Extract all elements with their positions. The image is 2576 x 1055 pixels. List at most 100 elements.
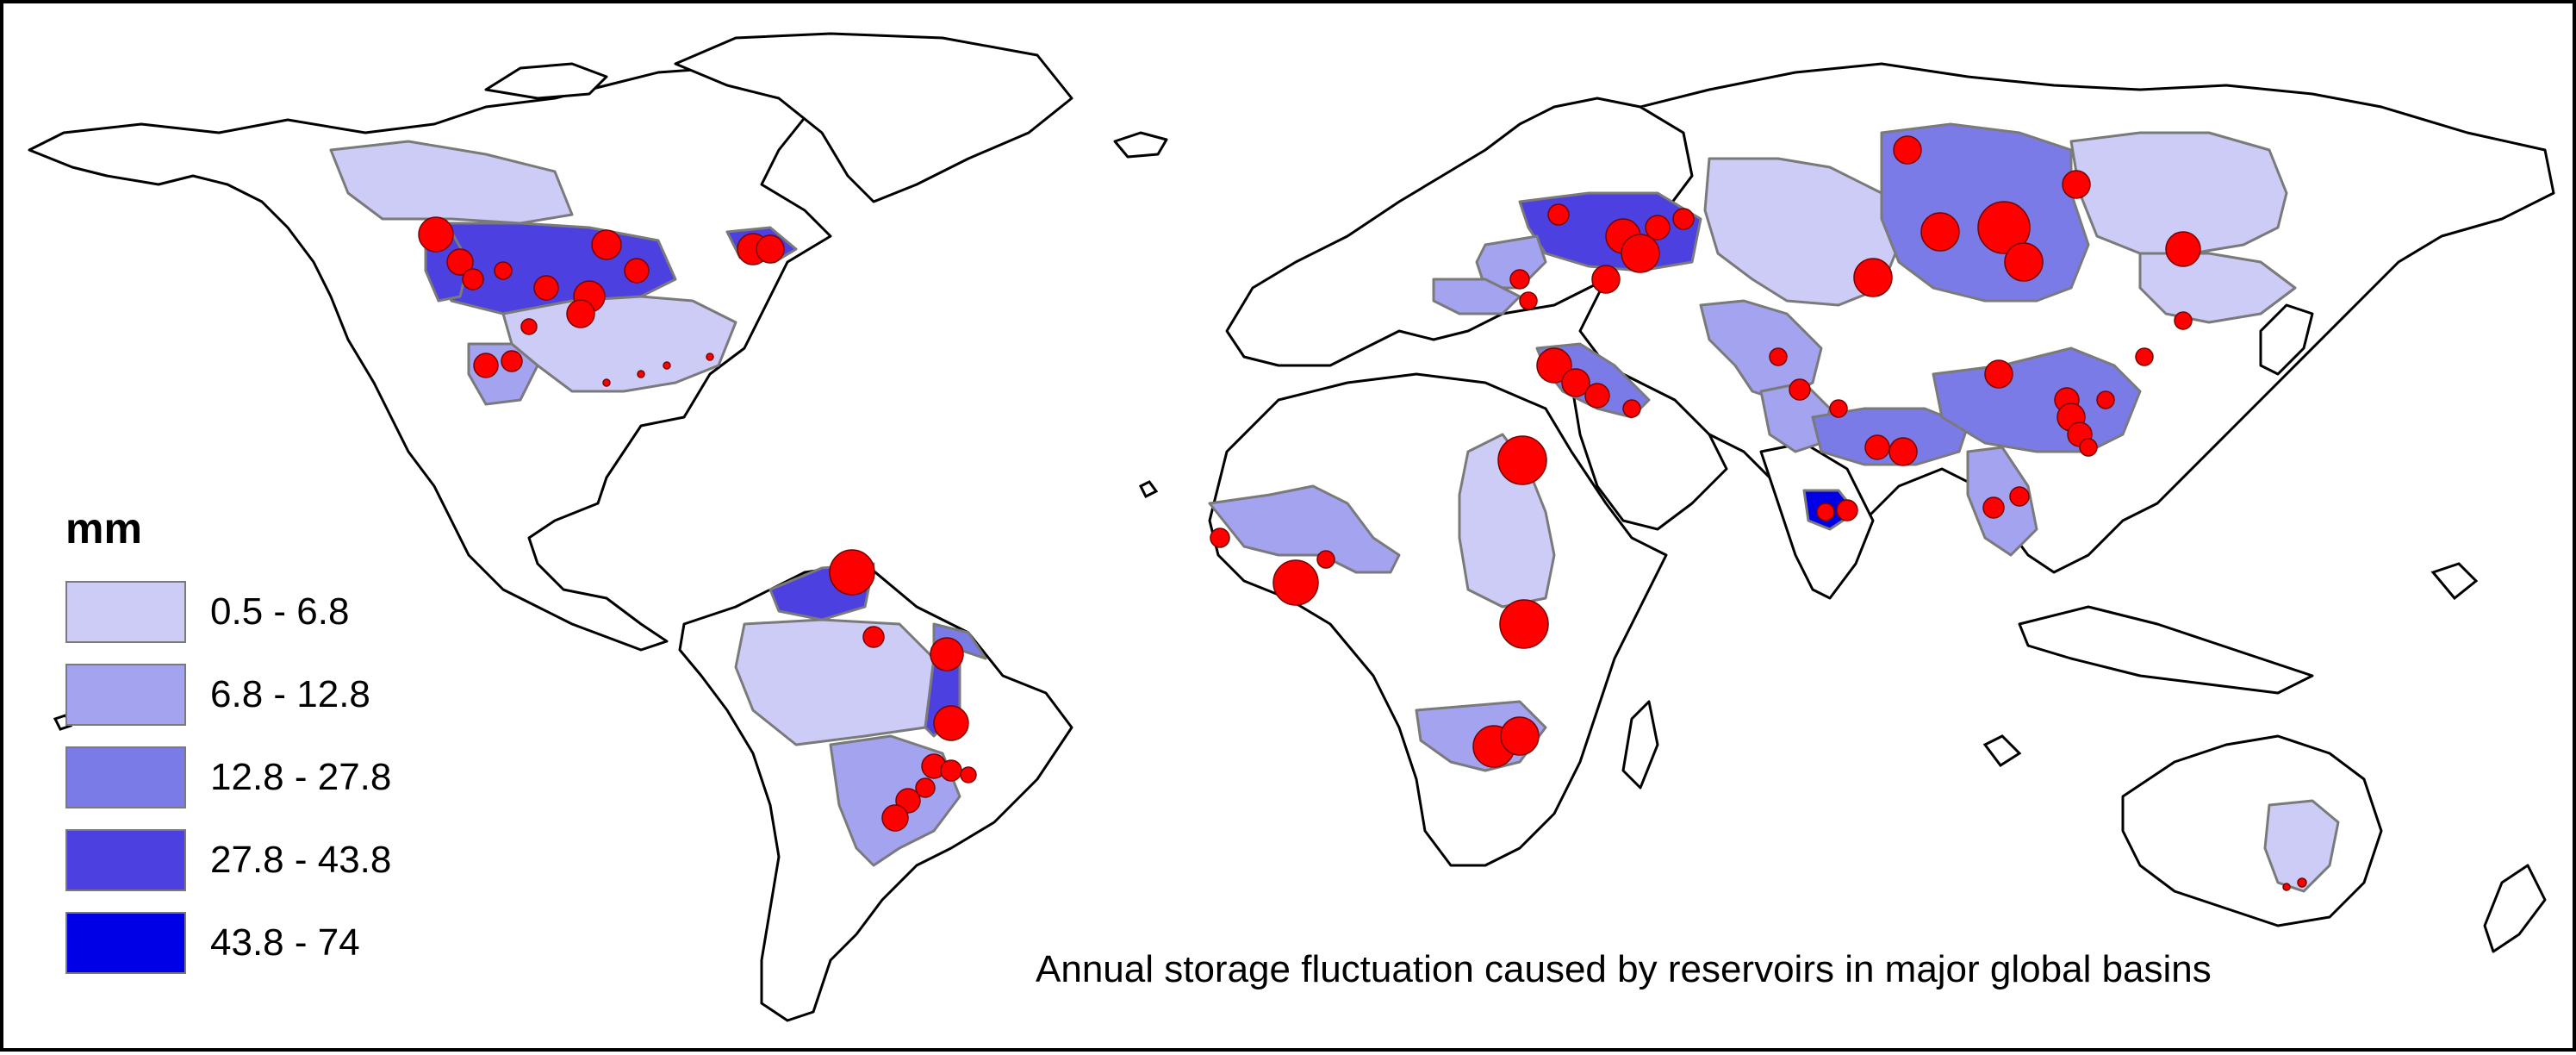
reservoir-marker <box>1829 399 1848 418</box>
reservoirs-layer <box>418 135 2307 891</box>
reservoir-marker <box>1497 435 1547 485</box>
reservoir-marker <box>1500 716 1540 756</box>
legend-label: 0.5 - 6.8 <box>210 590 350 633</box>
reservoir-marker <box>933 705 969 741</box>
reservoir-marker <box>2079 438 2098 457</box>
world-map <box>28 32 2555 1022</box>
reservoir-marker <box>1519 291 1538 310</box>
reservoir-marker <box>446 248 474 276</box>
legend-title: mm <box>65 504 142 552</box>
basin-mackenzie <box>329 140 574 225</box>
reservoir-marker <box>1864 434 1890 460</box>
reservoir-marker <box>1789 378 1811 401</box>
reservoir-marker <box>829 549 875 596</box>
legend-swatch <box>65 912 186 974</box>
basin-murray-darling <box>2263 799 2340 893</box>
legend-item: 6.8 - 12.8 <box>65 662 370 727</box>
reservoir-marker <box>706 353 714 361</box>
reservoir-marker <box>602 378 611 387</box>
legend-item: 12.8 - 27.8 <box>65 745 391 810</box>
reservoir-marker <box>2062 170 2091 199</box>
reservoir-marker <box>462 268 484 290</box>
reservoir-marker <box>2004 242 2044 282</box>
reservoir-marker <box>881 804 909 832</box>
reservoir-marker <box>2165 231 2201 267</box>
reservoir-marker <box>1621 234 1660 273</box>
legend-label: 27.8 - 43.8 <box>210 839 392 881</box>
australia-landmass <box>2121 734 2383 927</box>
reservoir-marker <box>1547 203 1570 226</box>
japan-landmass <box>2259 303 2314 376</box>
reservoir-marker <box>1977 201 2031 254</box>
north-america-landmass <box>28 66 832 652</box>
arctic-islands-landmass <box>484 62 608 100</box>
reservoir-marker <box>915 777 936 798</box>
reservoir-marker <box>1893 135 1922 165</box>
reservoir-marker <box>520 318 538 335</box>
reservoir-marker <box>1584 383 1610 409</box>
reservoir-marker <box>1536 347 1572 384</box>
reservoir-marker <box>1672 208 1695 230</box>
basin-ganges <box>1811 407 1969 466</box>
island-outline <box>1138 480 1159 499</box>
reservoir-marker <box>756 234 785 264</box>
reservoir-marker <box>2135 347 2154 366</box>
reservoir-marker <box>624 258 650 284</box>
basin-niger <box>1208 484 1401 574</box>
reservoir-marker <box>1499 599 1549 649</box>
reservoir-marker <box>591 229 622 260</box>
island-outline <box>1982 734 2022 768</box>
map-caption: Annual storage fluctuation caused by res… <box>1036 948 2212 990</box>
reservoir-marker <box>1591 265 1621 294</box>
reservoir-marker <box>1509 269 1530 290</box>
reservoir-marker <box>940 759 962 782</box>
reservoir-marker <box>1316 550 1335 569</box>
reservoir-marker <box>1984 359 2013 389</box>
basin-amazon <box>734 618 936 746</box>
madagascar-landmass <box>1621 700 1659 790</box>
reservoir-marker <box>1888 437 1918 466</box>
legend-item: 43.8 - 74 <box>65 910 360 976</box>
reservoir-marker <box>1622 399 1641 418</box>
greenland-landmass <box>674 32 1073 203</box>
reservoir-marker <box>2096 390 2115 409</box>
legend-label: 6.8 - 12.8 <box>210 673 370 715</box>
reservoir-marker <box>418 216 454 253</box>
basin-danube <box>1432 278 1521 315</box>
reservoir-marker <box>960 766 977 783</box>
reservoir-marker <box>2174 311 2193 330</box>
reservoir-marker <box>2009 486 2030 507</box>
reservoir-marker <box>2282 883 2291 891</box>
reservoir-marker <box>494 261 513 280</box>
reservoir-marker <box>1561 368 1590 397</box>
basin-ob <box>1703 157 1901 307</box>
reservoir-marker <box>2297 877 2307 888</box>
reservoir-marker <box>1853 258 1893 297</box>
reservoir-marker <box>1769 347 1788 366</box>
reservoir-marker <box>473 353 499 378</box>
reservoir-marker <box>1816 503 1835 521</box>
reservoir-marker <box>1272 559 1319 606</box>
reservoir-marker <box>663 361 671 370</box>
basin-lena <box>2069 131 2288 255</box>
reservoir-marker <box>533 275 559 301</box>
legend-label: 43.8 - 74 <box>210 921 360 964</box>
basin-amur <box>2138 252 2297 324</box>
indonesia-landmass <box>2018 605 2314 695</box>
island-outline <box>2430 562 2479 601</box>
reservoir-marker <box>637 370 645 378</box>
reservoir-marker <box>1210 528 1230 548</box>
iceland-landmass <box>1113 131 1168 159</box>
reservoir-marker <box>1645 215 1671 240</box>
legend-swatch <box>65 581 186 643</box>
reservoir-marker <box>862 626 885 648</box>
legend-item: 27.8 - 43.8 <box>65 827 391 893</box>
legend-swatch <box>65 746 186 808</box>
island-outline <box>53 714 73 731</box>
reservoir-marker <box>566 299 595 328</box>
legend-item: 0.5 - 6.8 <box>65 579 349 645</box>
legend-swatch <box>65 664 186 726</box>
reservoir-marker <box>501 350 523 372</box>
legend-swatch <box>65 829 186 891</box>
reservoir-marker <box>1982 496 2005 519</box>
